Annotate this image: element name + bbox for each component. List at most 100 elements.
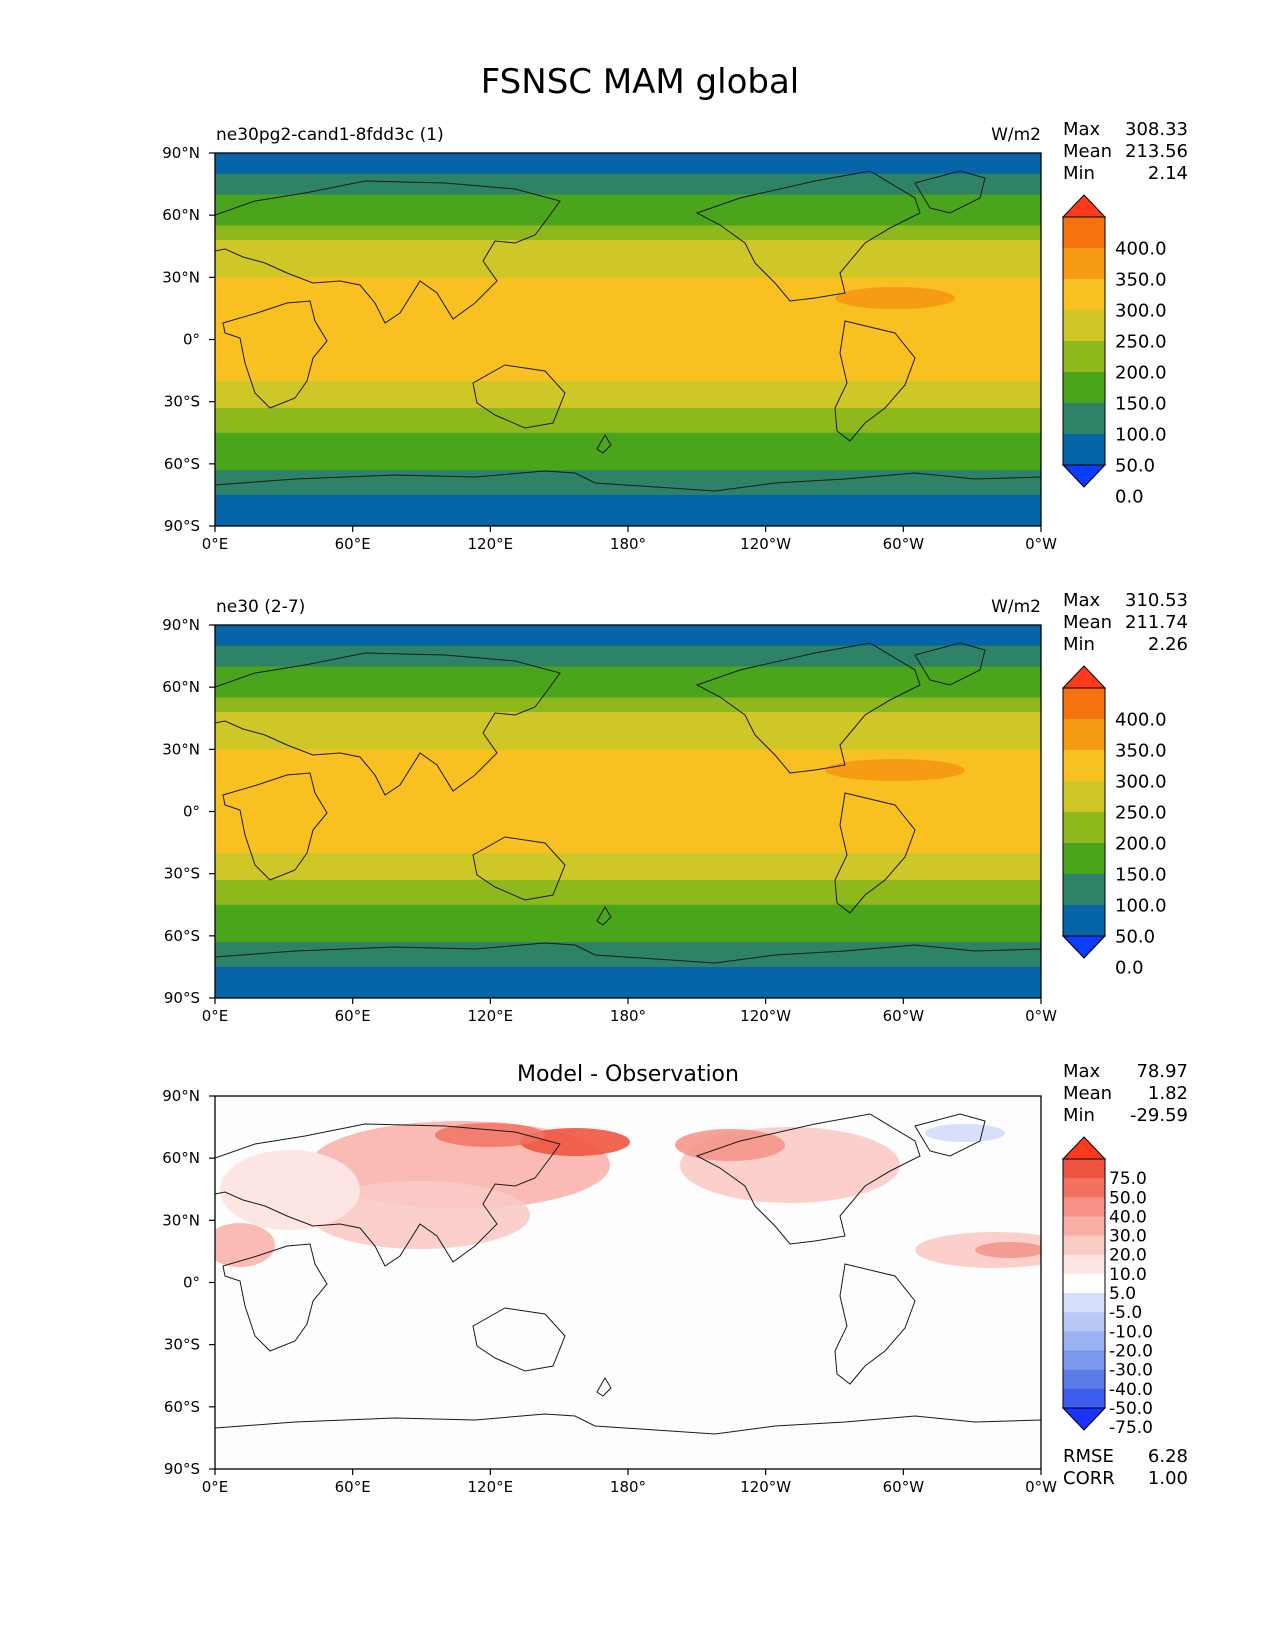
- panel-3-mean-label: Mean: [1063, 1083, 1112, 1104]
- panel-1-y-axis: 90°N 60°N 30°N 0° 30°S 60°S 90°S: [162, 144, 215, 535]
- colorbar-tick-label: 100.0: [1115, 895, 1167, 916]
- panel-2: ne30 (2-7) W/m2 0°E 60°E 120°E 180° 120°W 60°…: [162, 590, 1188, 1025]
- colorbar-outline: [1062, 687, 1106, 937]
- anomaly-europe: [220, 1150, 360, 1230]
- continent-australia: [472, 836, 566, 901]
- panel-2-min-value: 2.26: [1148, 634, 1188, 655]
- panel-2-max-label: Max: [1063, 590, 1101, 611]
- colorbar-segment: [1063, 1216, 1105, 1237]
- x-tick-label: 120°W: [740, 535, 791, 553]
- continent-eurasia: [215, 652, 561, 796]
- colorbar-segment: [1063, 781, 1105, 813]
- zonal-band: [215, 712, 1041, 730]
- colorbar-tick-label: 20.0: [1109, 1246, 1147, 1266]
- zonal-band: [215, 728, 1041, 750]
- x-tick-label: 120°E: [468, 535, 514, 553]
- panel-1-units: W/m2: [991, 125, 1041, 145]
- colorbar-segment: [1063, 372, 1105, 404]
- colorbar-outline: [1062, 1158, 1106, 1409]
- colorbar-tick-label: 400.0: [1115, 238, 1167, 259]
- colorbar-tick-label: 150.0: [1115, 393, 1167, 414]
- y-tick-label: 60°N: [162, 206, 200, 224]
- y-tick-label: 60°N: [162, 1149, 200, 1167]
- colorbar-tick-label: 300.0: [1115, 771, 1167, 792]
- panel-3-y-axis: 90°N 60°N 30°N 0° 30°S 60°S 90°S: [162, 1087, 215, 1478]
- colorbar-tick-label: 50.0: [1115, 926, 1155, 947]
- panel-3-corr-label: CORR: [1063, 1468, 1115, 1489]
- panel-1-map: [215, 153, 1041, 526]
- zonal-band: [215, 697, 1041, 713]
- x-tick-label: 0°E: [202, 1007, 229, 1025]
- colorbar-segment: [1063, 905, 1105, 937]
- colorbar-tick-label: 350.0: [1115, 740, 1167, 761]
- zonal-band: [215, 952, 1041, 968]
- colorbar-segment: [1063, 310, 1105, 342]
- panel-2-x-axis: 0°E 60°E 120°E 180° 120°W 60°W 0°W: [202, 998, 1057, 1025]
- zonal-band: [215, 339, 1041, 382]
- continent-africa: [222, 772, 328, 881]
- zonal-band: [215, 173, 1041, 196]
- zonal-band: [215, 407, 1041, 419]
- colorbar-extension-max: [1061, 665, 1107, 689]
- x-tick-label: 60°W: [883, 535, 925, 553]
- colorbar-segment: [1063, 1369, 1105, 1390]
- subtropical-high: [835, 287, 955, 310]
- panel-3-min-label: Min: [1063, 1105, 1095, 1126]
- x-tick-label: 0°E: [202, 1478, 229, 1496]
- panel-2-units: W/m2: [991, 597, 1041, 617]
- x-tick-label: 60°W: [883, 1007, 925, 1025]
- colorbar-segment: [1063, 688, 1105, 720]
- y-tick-label: 60°S: [164, 1398, 200, 1416]
- x-tick-label: 180°: [610, 535, 646, 553]
- panel-3-mean-value: 1.82: [1148, 1083, 1188, 1104]
- continent-eurasia: [215, 1123, 561, 1267]
- panel-2-zonal-bands: [215, 625, 1041, 998]
- colorbar-segment: [1063, 279, 1105, 311]
- zonal-band: [215, 666, 1041, 684]
- panel-2-colorbar: 400.0 350.0 300.0 250.0 200.0 150.0 100.0 50.0 0…: [1061, 665, 1167, 978]
- colorbar-segment: [1063, 843, 1105, 875]
- x-tick-label: 0°W: [1025, 535, 1057, 553]
- colorbar-segment: [1063, 1293, 1105, 1313]
- colorbar-tick-label: 350.0: [1115, 269, 1167, 290]
- panel-1-max-label: Max: [1063, 119, 1101, 140]
- panel-3-map: [215, 1096, 1041, 1469]
- x-tick-label: 120°E: [468, 1007, 514, 1025]
- continent-new-zealand: [596, 434, 612, 454]
- panel-1-name: ne30pg2-cand1-8fdd3c (1): [216, 125, 444, 145]
- continent-new-zealand: [596, 1377, 612, 1397]
- zonal-band: [215, 225, 1041, 241]
- panel-1-colorbar: 400.0 350.0 300.0 250.0 200.0 150.0 100.0 50.0 0…: [1061, 194, 1167, 507]
- zonal-band: [215, 380, 1041, 399]
- panel-3-continents: [215, 1113, 1041, 1435]
- continent-greenland: [914, 642, 986, 686]
- colorbar-extension-min: [1061, 1407, 1107, 1431]
- colorbar-tick-label: 5.0: [1109, 1284, 1136, 1304]
- colorbar-tick-label: 50.0: [1115, 455, 1155, 476]
- continent-north-america: [695, 642, 921, 774]
- zonal-band: [215, 645, 1041, 668]
- x-tick-label: 180°: [610, 1478, 646, 1496]
- colorbar-tick-label: 250.0: [1115, 331, 1167, 352]
- y-tick-label: 90°S: [164, 1460, 200, 1478]
- colorbar-tick-label: 300.0: [1115, 300, 1167, 321]
- colorbar-outline: [1062, 216, 1106, 466]
- panel-1-x-axis: 0°E 60°E 120°E 180° 120°W 60°W 0°W: [202, 526, 1057, 553]
- anomaly-greenland-negative: [925, 1124, 1005, 1142]
- colorbar-segment: [1063, 1331, 1105, 1352]
- colorbar-tick-label: 100.0: [1115, 424, 1167, 445]
- y-tick-label: 60°S: [164, 927, 200, 945]
- anomaly-central-asia: [310, 1181, 530, 1249]
- continent-new-zealand: [596, 906, 612, 926]
- colorbar-segment: [1063, 1388, 1105, 1409]
- colorbar-segment: [1063, 874, 1105, 906]
- x-tick-label: 0°E: [202, 535, 229, 553]
- continent-australia: [472, 1307, 566, 1372]
- anomaly-atlantic-core: [975, 1242, 1041, 1258]
- panel-2-mean-value: 211.74: [1125, 612, 1188, 633]
- colorbar-segment: [1063, 1312, 1105, 1332]
- zonal-band: [215, 904, 1041, 920]
- panel-2-y-axis: 90°N 60°N 30°N 0° 30°S 60°S 90°S: [162, 616, 215, 1007]
- zonal-band: [215, 256, 1041, 278]
